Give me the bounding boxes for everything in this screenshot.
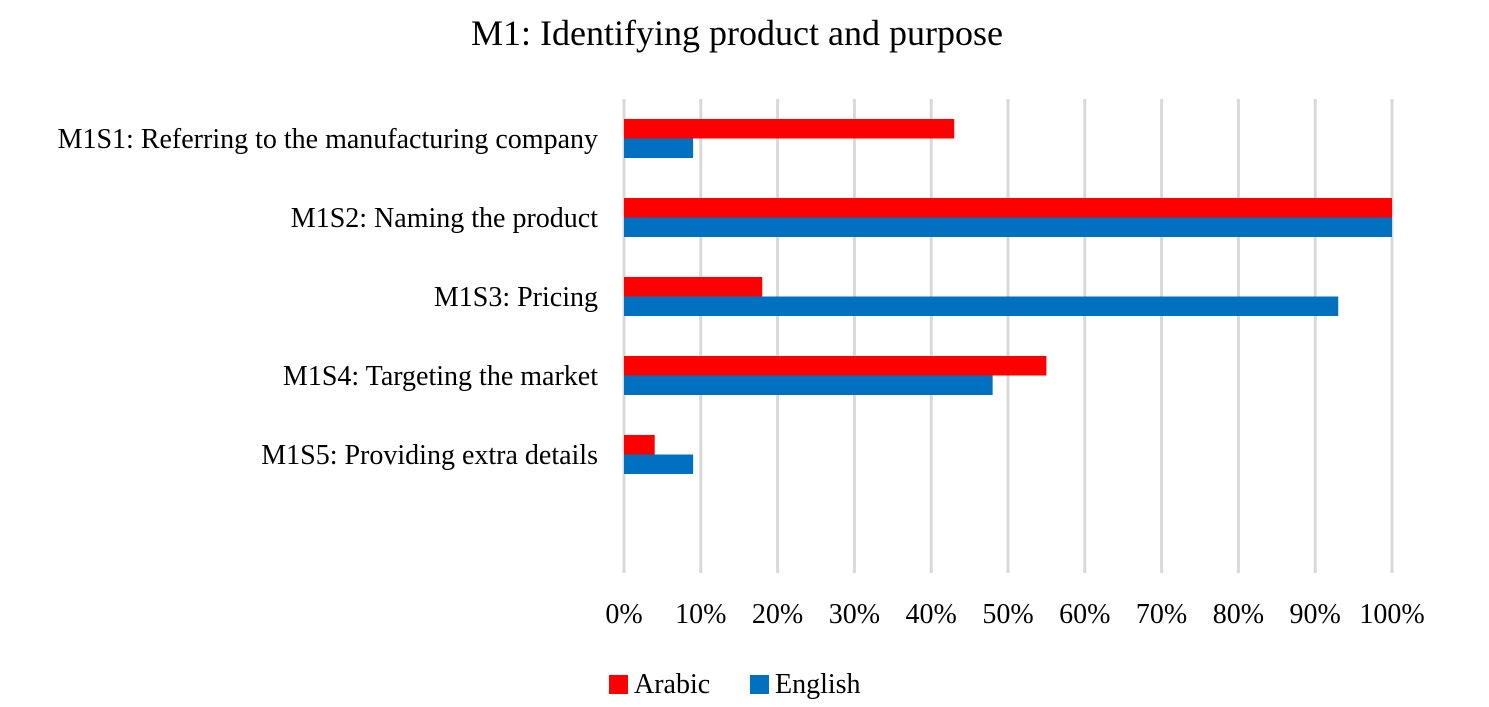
- x-tick-label: 80%: [1213, 599, 1264, 630]
- x-tick-label: 0%: [605, 599, 642, 630]
- bars: [624, 119, 1392, 474]
- x-axis-ticks: 0% 10% 20% 30% 40% 50% 60% 70% 80% 90% 100%: [605, 599, 1424, 630]
- x-tick-label: 30%: [829, 599, 880, 630]
- bar-english: [624, 454, 694, 474]
- x-tick-label: 60%: [1059, 599, 1110, 630]
- legend-swatch-arabic: [609, 675, 628, 694]
- x-tick-label: 50%: [982, 599, 1033, 630]
- bar-arabic: [624, 356, 1047, 376]
- bar-english: [624, 138, 694, 158]
- bar-english: [624, 375, 993, 395]
- x-tick-label: 20%: [752, 599, 803, 630]
- bar-arabic: [624, 119, 955, 139]
- x-tick-label: 100%: [1359, 599, 1424, 630]
- category-label: M1S4: Targeting the market: [283, 361, 598, 392]
- chart-title: M1: Identifying product and purpose: [471, 13, 1003, 53]
- bar-arabic: [624, 435, 655, 455]
- legend-label-arabic: Arabic: [634, 669, 710, 700]
- bar-english: [624, 217, 1392, 237]
- x-tick-label: 40%: [906, 599, 957, 630]
- legend: Arabic English: [609, 669, 861, 700]
- bar-arabic: [624, 198, 1392, 218]
- legend-swatch-english: [750, 675, 769, 694]
- grid-lines: [622, 99, 1394, 573]
- category-label: M1S5: Providing extra details: [261, 440, 598, 471]
- category-label: M1S3: Pricing: [434, 282, 598, 313]
- x-tick-label: 70%: [1136, 599, 1187, 630]
- category-label: M1S2: Naming the product: [291, 203, 598, 234]
- x-tick-label: 90%: [1290, 599, 1341, 630]
- legend-label-english: English: [775, 669, 861, 700]
- category-label: M1S1: Referring to the manufacturing com…: [58, 124, 598, 155]
- bar-arabic: [624, 277, 763, 297]
- category-labels: M1S1: Referring to the manufacturing com…: [58, 124, 599, 471]
- x-tick-label: 10%: [675, 599, 726, 630]
- bar-english: [624, 296, 1339, 316]
